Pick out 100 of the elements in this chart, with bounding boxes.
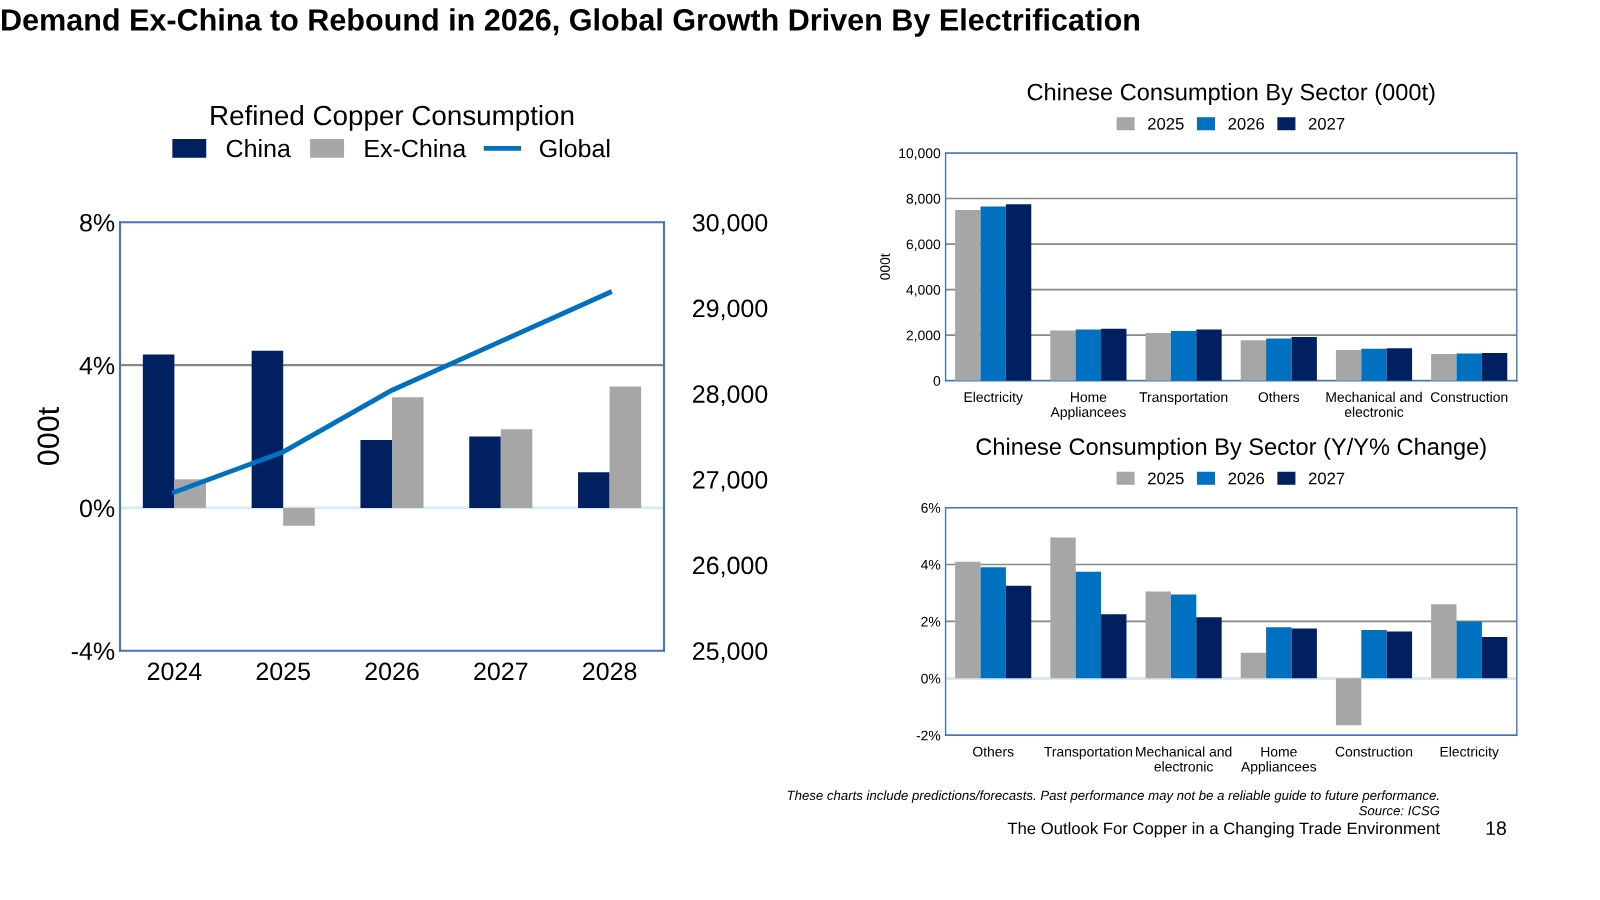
bar [1291, 628, 1317, 679]
bar [1431, 604, 1457, 679]
bar [1075, 329, 1102, 381]
source-note: Source: ICSG [1358, 806, 1440, 816]
legend-label: 2027 [1308, 117, 1345, 130]
y2-tick-label: 28,000 [693, 385, 768, 406]
legend-label: 2026 [1228, 472, 1265, 485]
legend-label: 2025 [1148, 472, 1184, 485]
bar [1101, 614, 1127, 679]
bar [980, 567, 1006, 679]
y-tick-label: -4% [71, 642, 115, 660]
bar [1431, 354, 1457, 381]
y-tick-label: 2,000 [906, 330, 941, 342]
legend-label: 2027 [1308, 472, 1345, 485]
y-tick-label: 4,000 [906, 284, 941, 297]
legend-label: Ex-China [365, 139, 467, 158]
bar [1361, 348, 1387, 381]
y2-tick-label: 25,000 [693, 642, 768, 663]
bar [142, 354, 175, 508]
bar [1266, 338, 1292, 381]
bar [1361, 629, 1387, 679]
bar [955, 209, 981, 381]
bar [1456, 353, 1482, 381]
bar [392, 397, 424, 508]
x-tick-label: Transportation [1139, 391, 1228, 405]
bar [1170, 594, 1197, 679]
y-tick-label: 8% [80, 213, 115, 232]
y-tick-label: 4% [920, 559, 941, 570]
x-tick-label: Construction [1335, 746, 1413, 757]
bar [1481, 352, 1508, 381]
text: The Outlook For Copper in a Changing Trade Environment [1007, 822, 1440, 838]
y2-tick-label: 29,000 [693, 299, 768, 321]
text: Demand Ex-China to Rebound in 2026, Global Growth Driven By Electrification [2, 8, 1140, 37]
bar [609, 386, 642, 508]
y-tick-label: -2% [916, 730, 941, 741]
x-tick-label: 2026 [365, 662, 419, 681]
bar [1240, 652, 1267, 679]
bar [1050, 330, 1076, 381]
x-tick-label: 2025 [256, 662, 310, 681]
bar [360, 440, 392, 508]
bar [1481, 637, 1508, 679]
y-tick-label: 6% [921, 502, 941, 513]
x-tick-label: Home Appliancees [1050, 392, 1126, 420]
bar [1145, 332, 1171, 381]
x-tick-label: Electricity [964, 391, 1023, 405]
x-tick-label: Construction [1430, 391, 1508, 403]
y2-tick-label: 26,000 [693, 556, 768, 578]
y2-tick-label: 27,000 [693, 470, 768, 492]
bar [469, 436, 501, 508]
x-tick-label: 2024 [147, 662, 202, 681]
y-tick-label: 2% [921, 616, 941, 627]
y-tick-label: 10,000 [899, 148, 941, 160]
bar [1196, 617, 1222, 679]
bar [1291, 336, 1317, 381]
bar [500, 429, 533, 508]
bar [1145, 591, 1171, 679]
legend-label: 2025 [1148, 117, 1184, 130]
bar [1005, 585, 1032, 679]
legend-label: 2026 [1228, 117, 1265, 130]
bar [1386, 631, 1413, 679]
x-tick-label: Home Appliancees [1241, 746, 1317, 775]
bar [1075, 571, 1102, 679]
x-tick-label: 2028 [583, 662, 637, 681]
y-axis-title: 000t [37, 406, 60, 466]
legend-label: Global [539, 139, 610, 158]
bar [955, 561, 981, 679]
x-tick-label: Mechanical and electronic [1136, 746, 1232, 772]
bar [1266, 627, 1292, 679]
x-tick-label: Others [973, 746, 1014, 757]
y-tick-label: 4% [79, 356, 115, 375]
bar [283, 507, 315, 526]
bar [1170, 331, 1197, 381]
bar [980, 206, 1006, 381]
text: 18 [1486, 821, 1506, 836]
y-tick-label: 0% [79, 499, 115, 518]
chart-title: Chinese Consumption By Sector (000t) [1027, 83, 1435, 106]
bar [1101, 328, 1127, 381]
chart-title: Chinese Consumption By Sector (Y/Y% Change) [976, 437, 1486, 460]
bar [1386, 348, 1413, 381]
y-tick-label: 0 [933, 376, 941, 386]
x-tick-label: 2027 [474, 662, 528, 681]
x-tick-label: Others [1258, 391, 1300, 403]
x-tick-label: Transportation [1044, 746, 1133, 760]
bar [1050, 537, 1076, 679]
bar [1196, 329, 1222, 381]
chart-title: Refined Copper Consumption [211, 104, 574, 131]
bar [1240, 340, 1267, 381]
bar [578, 472, 610, 508]
y2-tick-label: 30,000 [692, 213, 768, 235]
x-tick-label: Electricity [1440, 746, 1499, 760]
bar [1456, 621, 1482, 679]
bar [251, 350, 284, 508]
y-tick-label: 8,000 [906, 193, 941, 206]
text: These charts include predictions/forecasts. Past performance may not be a reliable guide to future performance. [787, 790, 1439, 803]
line-series [171, 290, 613, 495]
y-tick-label: 6,000 [906, 239, 941, 251]
bar [1335, 678, 1362, 726]
bar [1005, 204, 1032, 381]
y-axis-title: 000t [880, 253, 890, 280]
bar [1335, 349, 1362, 381]
